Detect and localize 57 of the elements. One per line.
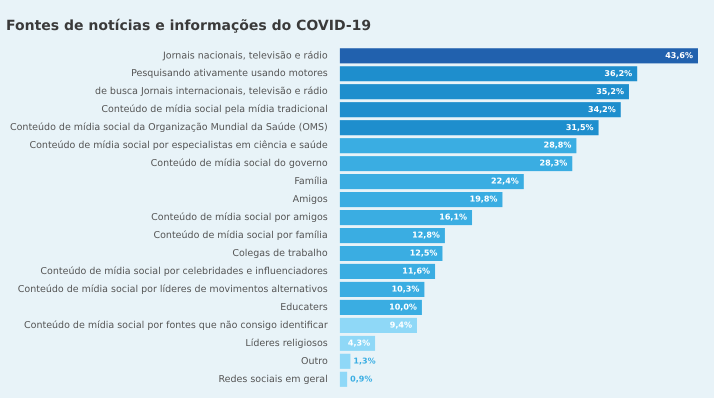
y-tick-label: Jornais nacionais, televisão e rádio (162, 50, 328, 62)
data-label: 4,3% (348, 338, 370, 348)
y-tick-label: Colegas de trabalho (232, 248, 328, 259)
bar (340, 300, 422, 315)
data-label: 9,4% (390, 320, 412, 330)
y-tick-label: Educaters (280, 302, 328, 313)
data-label: 22,4% (491, 176, 519, 186)
y-tick-label: Conteúdo de mídia social por família (153, 230, 328, 241)
data-label: 0,9% (350, 374, 372, 384)
bar (340, 174, 524, 190)
bar (340, 354, 350, 369)
y-tick-label: Líderes religiosos (245, 338, 328, 349)
bar (340, 120, 599, 136)
y-tick-label: Conteúdo de mídia social por amigos (151, 212, 328, 224)
text: Fontes de notícias e informações do COVID-19 (6, 18, 372, 34)
bar (340, 264, 436, 280)
bar (340, 84, 629, 100)
bar (340, 66, 638, 82)
data-label: 35,2% (596, 86, 624, 96)
y-tick-label: Conteúdo de mídia social da Organização Mundial da Saúde (OMS) (10, 122, 328, 134)
bar (340, 228, 445, 244)
y-tick-label: Conteúdo de mídia social pela mídia tradicional (101, 104, 328, 116)
data-label: 10,3% (392, 284, 420, 294)
y-tick-label: de busca Jornais internacionais, televisão e rádio (95, 86, 328, 98)
data-label: 28,3% (540, 158, 568, 168)
data-label: 34,2% (588, 104, 616, 114)
bar (340, 156, 572, 172)
data-label: 16,1% (439, 212, 468, 222)
bar (340, 192, 502, 208)
bar (340, 48, 698, 64)
data-label: 43,6% (665, 50, 693, 60)
data-label: 10,0% (389, 302, 417, 312)
data-label: 31,5% (566, 122, 594, 132)
bar (340, 318, 417, 333)
bar (340, 210, 472, 226)
y-tick-label: Redes sociais em geral (218, 374, 328, 385)
data-label: 12,5% (410, 248, 438, 258)
y-tick-label: Pesquisando ativamente usando motores (131, 68, 328, 80)
bar (340, 138, 576, 154)
bar (340, 282, 424, 297)
data-label: 36,2% (604, 68, 632, 78)
y-tick-label: Conteúdo de mídia social do governo (150, 158, 328, 170)
data-label: 19,8% (470, 194, 498, 204)
y-tick-label: Conteúdo de mídia social por celebridades e influenciadores (40, 266, 328, 277)
data-label: 12,8% (412, 230, 440, 240)
bar (340, 246, 442, 262)
y-tick-label: Conteúdo de mídia social por especialistas em ciência e saúde (29, 140, 328, 152)
data-label: 28,8% (544, 140, 572, 150)
y-tick-label: Outro (301, 356, 328, 367)
y-tick-label: Conteúdo de mídia social por fontes que não consigo identificar (24, 320, 328, 331)
bar (340, 102, 621, 118)
y-tick-label: Amigos (292, 194, 328, 206)
bar (340, 372, 348, 387)
y-tick-label: Família (294, 176, 328, 188)
data-label: 11,6% (402, 266, 430, 276)
data-label: 1,3% (353, 356, 376, 366)
y-tick-label: Conteúdo de mídia social por líderes de movimentos alternativos (18, 284, 328, 295)
